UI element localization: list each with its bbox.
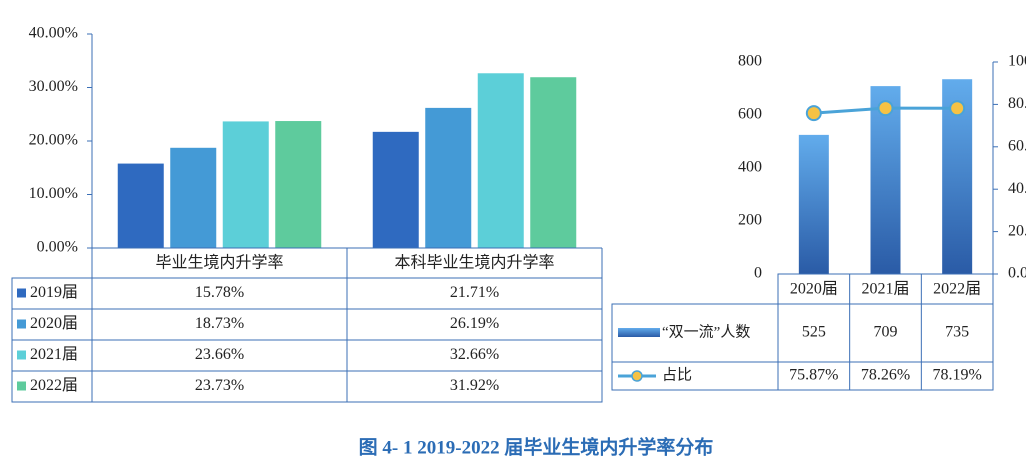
y-tick-label: 0.00% (37, 239, 78, 256)
table-value: 75.87% (789, 367, 838, 384)
legend-label: “双一流”人数 (662, 323, 750, 340)
y2-tick-label: 0.00% (1008, 265, 1026, 282)
bar (425, 107, 472, 248)
legend-label: 2019届 (30, 284, 78, 301)
table-value: 31.92% (450, 377, 499, 394)
table-value: 735 (945, 324, 969, 341)
marker (949, 100, 966, 117)
table-value: 709 (874, 324, 898, 341)
category-label: 2020届 (790, 281, 838, 298)
legend-label: 2021届 (30, 346, 78, 363)
y-tick-label: 200 (738, 212, 762, 229)
y2-tick-label: 100.00% (1008, 53, 1026, 70)
table-border (611, 303, 994, 391)
bar (372, 131, 419, 248)
bar (530, 77, 577, 248)
y2-tick-label: 40.00% (1008, 180, 1026, 197)
bar (222, 121, 269, 248)
legend-label: 2022届 (30, 377, 78, 394)
bar (870, 86, 901, 275)
legend-swatch (618, 328, 660, 337)
legend-label: 2020届 (30, 315, 78, 332)
marker (805, 105, 822, 122)
legend-swatch (17, 381, 26, 391)
table-value: 23.66% (195, 346, 244, 363)
y-tick-label: 800 (738, 53, 762, 70)
y-tick-label: 0 (754, 265, 762, 282)
bar (477, 73, 524, 248)
table-value: 15.78% (195, 284, 244, 301)
category-label: 本科毕业生境内升学率 (394, 253, 554, 272)
y-tick-label: 40.00% (29, 25, 78, 42)
y-tick-label: 400 (738, 159, 762, 176)
y2-tick-label: 20.00% (1008, 222, 1026, 239)
legend-swatch (17, 288, 26, 298)
y-tick-label: 600 (738, 106, 762, 123)
y2-tick-label: 60.00% (1008, 137, 1026, 154)
table-value: 78.19% (933, 367, 982, 384)
figure-caption: 图 4- 1 2019-2022 届毕业生境内升学率分布 (359, 435, 714, 458)
y2-tick-label: 80.00% (1008, 95, 1026, 112)
table-value: 23.73% (195, 377, 244, 394)
table-value: 32.66% (450, 346, 499, 363)
table-value: 21.71% (450, 284, 499, 301)
table-value: 78.26% (861, 367, 910, 384)
legend-swatch (17, 350, 26, 360)
table-value: 18.73% (195, 315, 244, 332)
bar (170, 147, 217, 248)
y-tick-label: 30.00% (29, 78, 78, 95)
bar (798, 134, 829, 274)
bar (117, 163, 164, 248)
table-value: 26.19% (450, 315, 499, 332)
legend-label: 占比 (662, 366, 692, 383)
marker (877, 100, 894, 117)
bar (275, 121, 322, 248)
legend-swatch (17, 319, 26, 329)
category-label: 2022届 (933, 281, 981, 298)
y-tick-label: 20.00% (29, 132, 78, 149)
table-value: 525 (802, 324, 826, 341)
category-label: 毕业生境内升学率 (155, 253, 283, 272)
category-label: 2021届 (861, 281, 909, 298)
legend-swatch (631, 370, 643, 382)
y-tick-label: 10.00% (29, 185, 78, 202)
